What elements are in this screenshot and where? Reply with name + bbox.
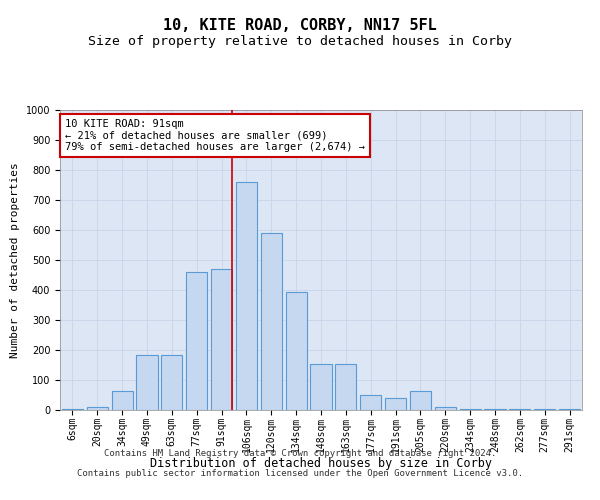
Bar (310, 364, 332, 410)
Bar (236, 182, 257, 410)
X-axis label: Distribution of detached houses by size in Corby: Distribution of detached houses by size … (150, 457, 492, 470)
Text: 10, KITE ROAD, CORBY, NN17 5FL: 10, KITE ROAD, CORBY, NN17 5FL (163, 18, 437, 32)
Bar (62, 408, 83, 410)
Bar (286, 292, 307, 410)
Bar (360, 395, 381, 410)
Text: Contains public sector information licensed under the Open Government Licence v3: Contains public sector information licen… (77, 468, 523, 477)
Bar (385, 398, 406, 410)
Text: Size of property relative to detached houses in Corby: Size of property relative to detached ho… (88, 35, 512, 48)
Bar (261, 233, 282, 410)
Bar (335, 364, 356, 410)
Text: Contains HM Land Registry data © Crown copyright and database right 2024.: Contains HM Land Registry data © Crown c… (104, 448, 496, 458)
Bar (87, 407, 108, 410)
Bar (484, 409, 506, 410)
Bar (460, 408, 481, 410)
Text: 10 KITE ROAD: 91sqm
← 21% of detached houses are smaller (699)
79% of semi-detac: 10 KITE ROAD: 91sqm ← 21% of detached ho… (65, 119, 365, 152)
Bar (186, 272, 207, 410)
Bar (211, 269, 232, 410)
Bar (112, 392, 133, 410)
Bar (161, 354, 182, 410)
Y-axis label: Number of detached properties: Number of detached properties (10, 162, 20, 358)
Bar (136, 354, 158, 410)
Bar (410, 390, 431, 410)
Bar (435, 407, 456, 410)
